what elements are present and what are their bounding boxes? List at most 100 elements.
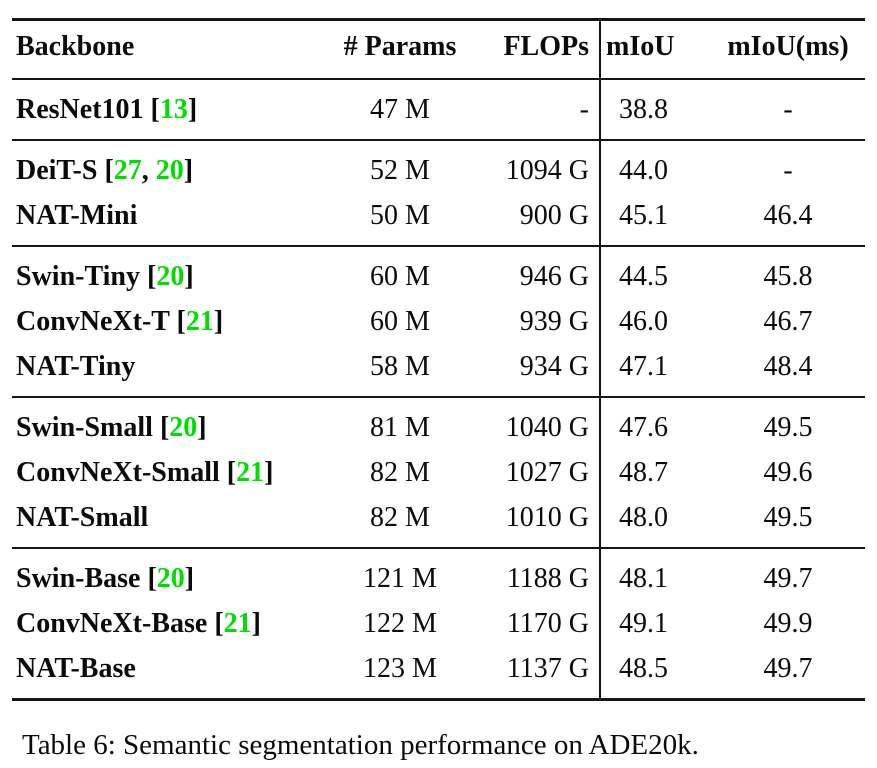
citation-open-bracket: [ xyxy=(97,155,114,187)
citation-close-bracket: ] xyxy=(264,457,274,489)
miou-ms-cell: 49.6 xyxy=(763,457,813,489)
table-row: Swin-Small [20] 81 M 1040 G 47.6 49.5 xyxy=(12,396,865,451)
citation-close-bracket: ] xyxy=(197,412,207,444)
backbone-cell: ConvNeXt-Small [21] xyxy=(12,450,336,495)
citation-link[interactable]: 20 xyxy=(155,155,184,187)
params-cell: 52 M xyxy=(336,139,464,194)
miou-ms-cell: 48.4 xyxy=(763,351,813,383)
citation-open-bracket: [ xyxy=(169,306,186,338)
citation-link[interactable]: 20 xyxy=(156,261,185,293)
table-row: Swin-Tiny [20] 60 M 946 G 44.5 45.8 xyxy=(12,245,865,300)
citation-close-bracket: ] xyxy=(251,608,261,640)
table-row: ConvNeXt-Small [21] 82 M 1027 G 48.7 49.6 xyxy=(12,450,865,496)
miou-cell: 48.5 xyxy=(599,646,711,700)
miou-ms-cell: 49.5 xyxy=(711,396,865,451)
citation-close-bracket: ] xyxy=(184,261,194,293)
table-row: NAT-Small 82 M 1010 G 48.0 49.5 xyxy=(12,495,865,549)
miou-ms-cell: - xyxy=(711,139,865,194)
citation-open-bracket: [ xyxy=(207,608,224,640)
backbone-name: ConvNeXt-Small xyxy=(16,457,220,489)
backbone-cell: NAT-Base xyxy=(12,646,336,700)
header-params: # Params xyxy=(343,31,457,62)
miou-ms-cell: 45.8 xyxy=(711,245,865,300)
miou-cell: 48.7 xyxy=(599,450,711,496)
miou-cell: 47.6 xyxy=(599,396,711,451)
citation-link[interactable]: 20 xyxy=(156,563,185,595)
backbone-cell: Swin-Small [20] xyxy=(12,396,336,451)
flops-cell: 1170 G xyxy=(506,608,589,640)
header-miou: mIoU xyxy=(599,19,711,80)
header-backbone: Backbone xyxy=(16,31,135,62)
miou-cell: 44.5 xyxy=(599,245,711,300)
citation-open-bracket: [ xyxy=(140,563,157,595)
table-header: Backbone # Params FLOPs mIoU mIoU(ms) xyxy=(12,19,865,80)
table-row: DeiT-S [27, 20] 52 M 1094 G 44.0- xyxy=(12,139,865,194)
flops-cell: 1010 G xyxy=(505,502,589,534)
citation-link[interactable]: 21 xyxy=(223,608,252,640)
flops-cell: 1027 G xyxy=(505,457,589,489)
backbone-name: Swin-Small xyxy=(16,412,153,444)
miou-ms-cell: 49.7 xyxy=(711,547,865,602)
miou-ms-cell: 49.7 xyxy=(763,653,813,685)
backbone-name: NAT-Tiny xyxy=(16,351,136,383)
header-flops: FLOPs xyxy=(503,31,589,62)
params-cell: 50 M xyxy=(370,200,430,232)
backbone-cell: NAT-Tiny xyxy=(12,344,336,397)
backbone-cell: DeiT-S [27, 20] xyxy=(12,139,336,194)
citation-link[interactable]: 13 xyxy=(159,94,188,126)
backbone-name: DeiT-S xyxy=(16,155,98,187)
citation-link[interactable]: 21 xyxy=(236,457,265,489)
miou-cell: 47.1 xyxy=(599,344,711,398)
miou-cell: 44.0 xyxy=(599,139,711,194)
table-row: NAT-Mini 50 M 900 G 45.1 46.4 xyxy=(12,193,865,247)
miou-ms-cell: - xyxy=(711,78,865,141)
citation-link[interactable]: 27 xyxy=(113,155,142,187)
flops-cell: 939 G xyxy=(519,306,589,338)
backbone-cell: Swin-Tiny [20] xyxy=(12,245,336,300)
params-cell: 123 M xyxy=(363,653,437,685)
results-table: Backbone # Params FLOPs mIoU mIoU(ms) Re… xyxy=(12,18,865,702)
citation-close-bracket: ] xyxy=(184,563,195,595)
table-body: ResNet101 [13] 47 M -38.8- DeiT-S [27, 20] 5… xyxy=(12,78,865,700)
miou-cell: 48.0 xyxy=(599,495,711,549)
table-row: ResNet101 [13] 47 M -38.8- xyxy=(12,78,865,141)
backbone-name: Swin-Tiny xyxy=(16,261,140,293)
miou-cell: 49.1 xyxy=(599,601,711,647)
flops-cell: 1137 G xyxy=(506,653,589,685)
citation-open-bracket: [ xyxy=(143,94,160,126)
table-row: NAT-Tiny 58 M 934 G 47.1 48.4 xyxy=(12,344,865,398)
citation-link[interactable]: 21 xyxy=(185,306,214,338)
flops-cell: 1188 G xyxy=(464,547,600,602)
citation-link[interactable]: 20 xyxy=(169,412,198,444)
header-row: Backbone # Params FLOPs mIoU mIoU(ms) xyxy=(12,19,865,80)
miou-ms-cell: 49.9 xyxy=(763,608,813,640)
citation-open-bracket: [ xyxy=(219,457,237,489)
backbone-name: ResNet101 xyxy=(16,94,144,126)
flops-cell: 1094 G xyxy=(464,139,600,194)
miou-cell: 45.1 xyxy=(599,193,711,247)
citation-separator: , xyxy=(141,155,156,187)
miou-ms-cell: 49.5 xyxy=(763,502,813,534)
flops-cell: 946 G xyxy=(464,245,600,300)
citation-close-bracket: ] xyxy=(183,155,194,187)
paper-table-figure: Backbone # Params FLOPs mIoU mIoU(ms) Re… xyxy=(12,18,865,762)
flops-cell: 1040 G xyxy=(464,396,600,451)
params-cell: 58 M xyxy=(370,351,430,383)
params-cell: 47 M xyxy=(336,78,464,141)
citation-close-bracket: ] xyxy=(213,306,224,338)
flops-cell: - xyxy=(464,78,600,141)
backbone-name: ConvNeXt-T xyxy=(16,306,170,338)
backbone-cell: Swin-Base [20] xyxy=(12,547,336,602)
params-cell: 82 M xyxy=(370,502,430,534)
params-cell: 82 M xyxy=(370,457,430,489)
backbone-cell: ConvNeXt-T [21] xyxy=(12,299,336,344)
backbone-name: NAT-Small xyxy=(16,502,149,534)
citation-open-bracket: [ xyxy=(140,261,157,293)
backbone-name: NAT-Base xyxy=(16,653,136,685)
backbone-name: ConvNeXt-Base xyxy=(16,608,208,640)
table-caption: Table 6: Semantic segmentation performan… xyxy=(22,729,699,762)
backbone-name: Swin-Base xyxy=(16,563,141,595)
miou-cell: 46.0 xyxy=(599,299,711,345)
miou-cell: 38.8 xyxy=(599,78,711,141)
table-row: ConvNeXt-T [21] 60 M 939 G 46.0 46.7 xyxy=(12,299,865,345)
